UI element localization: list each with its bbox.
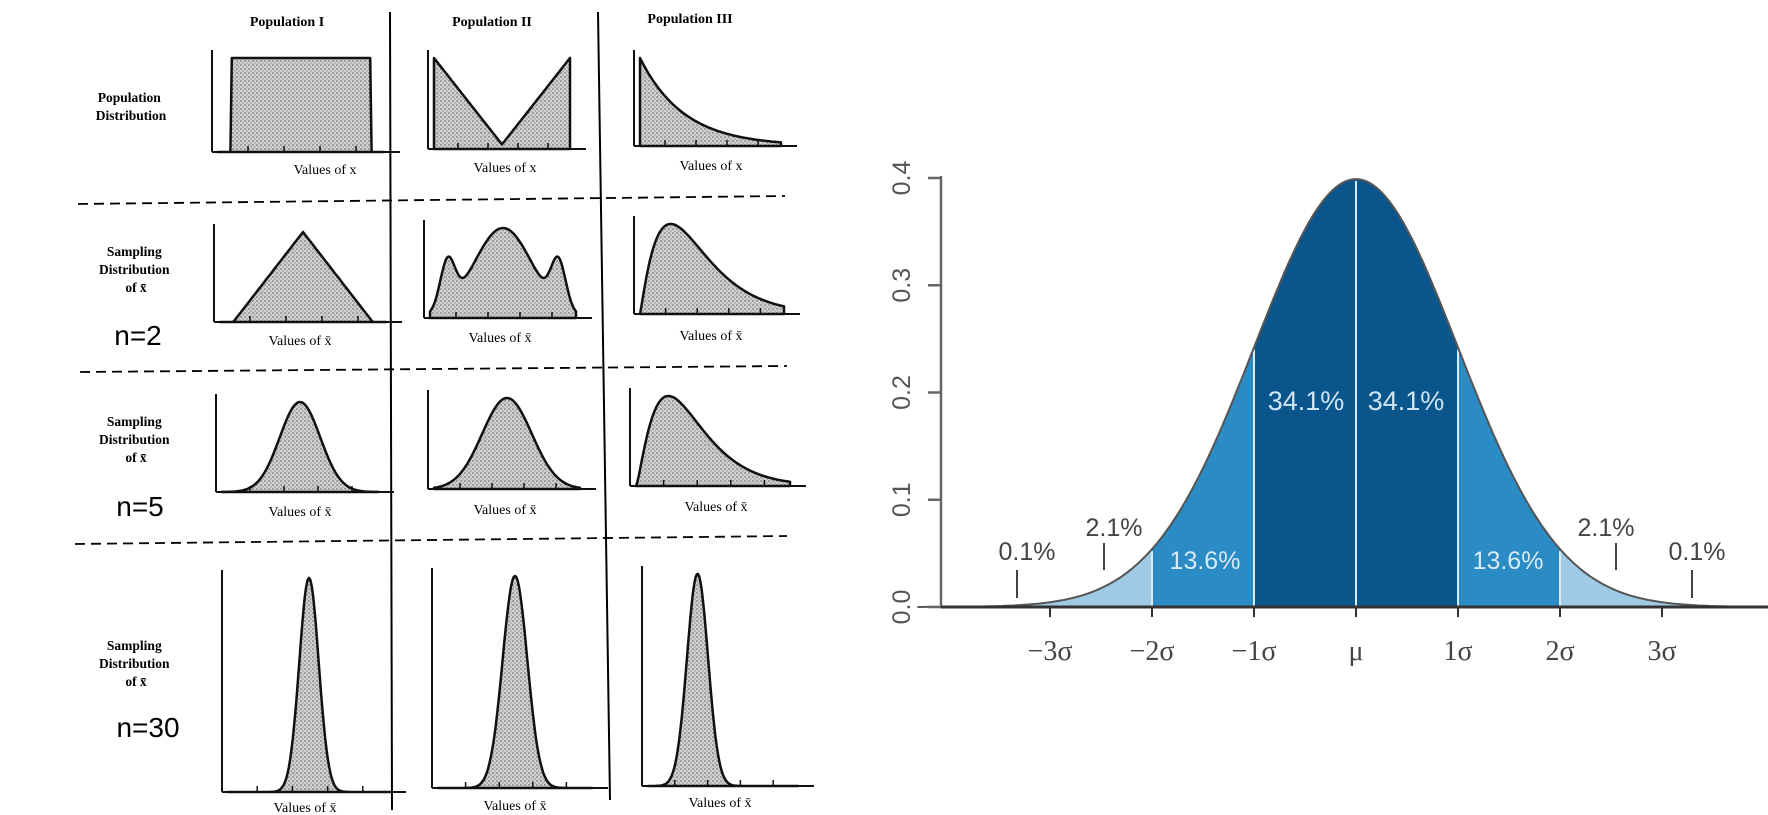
row-divider-1 [77, 195, 786, 205]
y-axis-ticks: 0.0 0.1 0.2 0.3 0.4 [888, 161, 941, 625]
mini-plot-density [646, 572, 800, 788]
mini-plot-xlabel: Values of x̄ [269, 505, 332, 520]
mini-plot-xlabel: Values of x̄ [689, 796, 752, 811]
mini-plot-density [226, 576, 392, 794]
mini-plot-xlabel: Values of x̄ [269, 334, 332, 349]
mini-plot-r4-c1: Values of x̄ [221, 570, 406, 815]
mini-plot-r3-c3: Values of x̄ [629, 388, 806, 515]
mini-plot-r2-c3: Values of x̄ [633, 216, 800, 344]
mini-plot-r1-c1: Values of x [211, 50, 400, 178]
column-header-population-2: Population II [452, 15, 532, 30]
y-tick-label: 0.2 [888, 375, 916, 410]
column-header-population-1: Population I [250, 15, 324, 30]
mini-plot-density [638, 222, 786, 316]
sampling-distribution-panel: Population I Population II Population II… [74, 11, 814, 815]
mini-plot-xlabel: Values of x̄ [680, 329, 743, 344]
row-divider-3 [74, 535, 788, 545]
mini-plot-xlabel: Values of x̄ [685, 500, 748, 515]
column-divider-1 [389, 11, 393, 811]
y-tick-label: 0.1 [888, 482, 916, 517]
x-tick-label: −3σ [1028, 636, 1073, 667]
y-tick-label: 0.0 [888, 590, 916, 625]
x-axis-ticks: −3σ −2σ −1σ μ 1σ 2σ 3σ [1028, 607, 1677, 667]
mini-plot-r4-c3: Values of x̄ [641, 566, 814, 811]
mini-plot-density [638, 56, 783, 148]
label-2-1-left: 2.1% [1086, 514, 1143, 542]
mini-plot-xlabel: Values of x [680, 159, 743, 174]
mini-plot-xlabel: Values of x̄ [274, 801, 337, 815]
mini-plot-r1-c2: Values of x [427, 50, 586, 176]
y-tick-label: 0.3 [888, 268, 916, 303]
row-divider-2 [79, 365, 788, 373]
x-tick-label: 1σ [1443, 636, 1472, 667]
n-label-2: n=2 [114, 320, 162, 351]
normal-distribution-chart: 0.0 0.1 0.2 0.3 0.4 −3σ −2σ −1σ μ 1σ 2σ 3σ 34.1% 3… [888, 161, 1768, 667]
x-tick-label: −1σ [1232, 636, 1277, 667]
mini-plot-r3-c2: Values of x̄ [427, 390, 596, 518]
mini-plot-density [634, 394, 792, 488]
mini-plot-r2-c2: Values of x̄ [423, 220, 592, 346]
mini-plot-density [432, 56, 572, 151]
label-34-1-right: 34.1% [1368, 386, 1445, 416]
mini-plot-density [436, 574, 594, 790]
label-0-1-left: 0.1% [999, 538, 1056, 566]
mini-plot-r3-c1: Values of x̄ [215, 394, 394, 520]
normal-region-6 [1560, 549, 1768, 607]
label-0-1-right: 0.1% [1669, 538, 1726, 566]
column-divider-2 [597, 11, 611, 801]
mini-plot-density [218, 230, 388, 324]
row-label-sampling-n30: Sampling Distribution of x̄ [99, 638, 173, 689]
sigma-divider-lines [1151, 181, 1561, 607]
mini-plots: Values of x Values of x Values of x Values … [211, 50, 814, 815]
x-tick-label: 3σ [1647, 636, 1676, 667]
x-tick-label: 2σ [1545, 636, 1574, 667]
x-tick-label: μ [1348, 636, 1363, 667]
row-label-population-distribution: Population Distribution [96, 90, 167, 123]
mini-plot-xlabel: Values of x [294, 163, 357, 178]
normal-curve-outline [917, 178, 1768, 608]
mini-plot-density [428, 226, 578, 320]
row-label-sampling-n2: Sampling Distribution of x̄ [99, 244, 173, 295]
mini-plot-r2-c1: Values of x̄ [213, 224, 402, 349]
n-label-5: n=5 [116, 491, 164, 522]
mini-plot-density [216, 56, 386, 154]
mini-plot-xlabel: Values of x̄ [484, 799, 547, 814]
n-label-30: n=30 [116, 712, 179, 743]
y-tick-label: 0.4 [888, 161, 916, 196]
column-header-population-3: Population III [647, 12, 732, 27]
row-label-sampling-n5: Sampling Distribution of x̄ [99, 414, 173, 465]
mini-plot-xlabel: Values of x̄ [474, 503, 537, 518]
label-13-6-right: 13.6% [1473, 547, 1544, 575]
mini-plot-xlabel: Values of x [474, 161, 537, 176]
label-13-6-left: 13.6% [1170, 547, 1241, 575]
mini-plot-density [432, 396, 582, 491]
mini-plot-xlabel: Values of x̄ [469, 331, 532, 346]
label-34-1-left: 34.1% [1268, 386, 1345, 416]
mini-plot-r4-c2: Values of x̄ [431, 568, 608, 814]
mini-plot-density [220, 400, 380, 494]
label-2-1-right: 2.1% [1578, 514, 1635, 542]
x-tick-label: −2σ [1130, 636, 1175, 667]
mini-plot-r1-c3: Values of x [633, 50, 797, 174]
